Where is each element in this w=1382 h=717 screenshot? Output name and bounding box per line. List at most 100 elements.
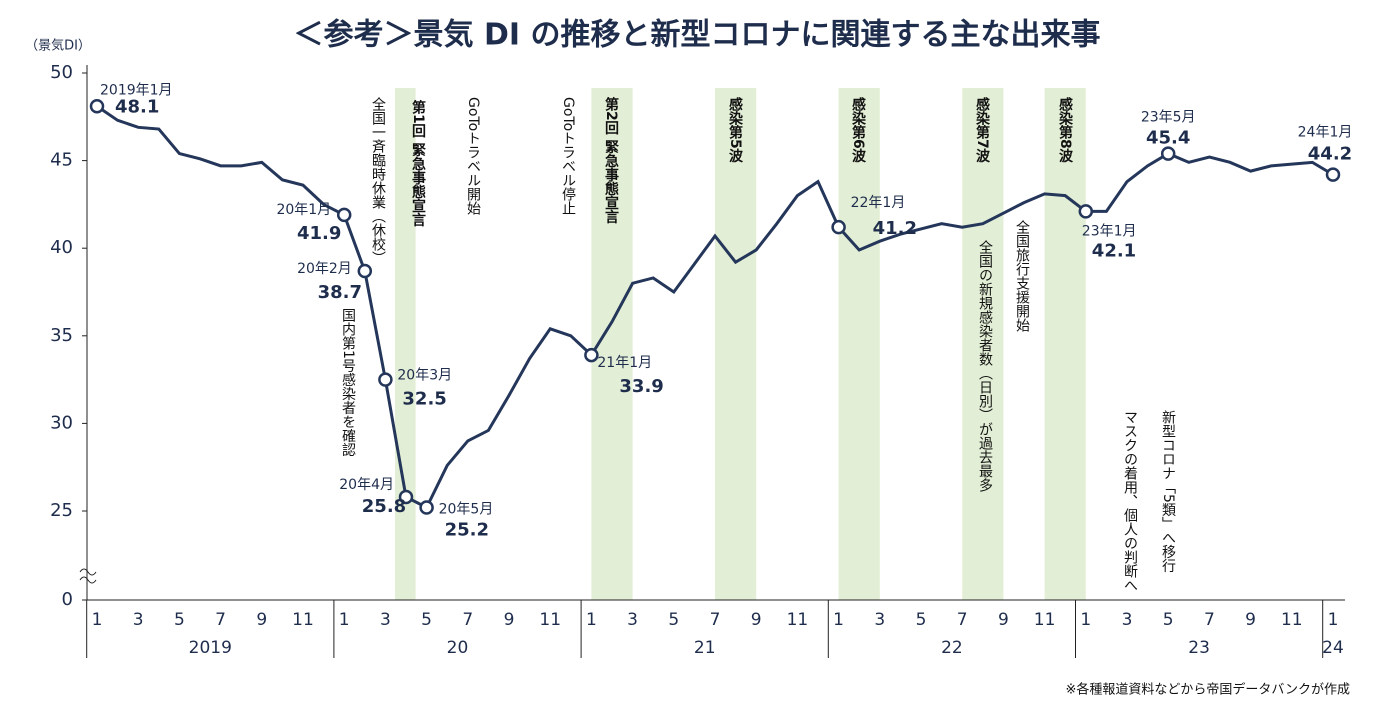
x-tick-label: 9 [504, 610, 515, 630]
x-tick-label: 11 [1034, 610, 1056, 630]
highlight-marker [419, 500, 434, 515]
highlight-value: 45.4 [1146, 128, 1190, 149]
highlight-date: 21年1月 [597, 355, 652, 371]
band-label: 第2回 緊急事態宣言 [603, 96, 619, 225]
highlight-date: 23年5月 [1141, 110, 1196, 126]
x-tick-label: 1 [586, 610, 597, 630]
band-label: 感染第5波 [727, 96, 743, 164]
event-label: GoToトラベル開始 [465, 97, 481, 215]
x-tick-label: 3 [133, 610, 144, 630]
highlight-value: 41.2 [873, 218, 917, 239]
event-label: 新型コロナ「5類」へ移行 [1160, 410, 1176, 574]
event-label: 全国旅行支援開始 [1014, 219, 1030, 332]
x-tick-label: 9 [256, 610, 267, 630]
x-tick-label: 11 [539, 610, 561, 630]
x-tick-label: 9 [751, 610, 762, 630]
year-label: 2019 [189, 638, 232, 658]
x-tick-label: 11 [292, 610, 314, 630]
highlight-date: 23年1月 [1082, 223, 1137, 239]
highlight-marker [584, 347, 599, 363]
highlight-marker [398, 489, 414, 505]
highlight-marker [357, 263, 373, 279]
year-label: 24 [1322, 638, 1344, 658]
band-label: 感染第7波 [974, 96, 990, 164]
y-tick-label: 45 [50, 150, 73, 171]
x-tick-label: 9 [1245, 610, 1256, 630]
x-tick-label: 9 [998, 610, 1009, 630]
highlight-marker [378, 372, 393, 387]
band-label: 第1回 緊急事態宣言 [410, 99, 426, 228]
event-band [962, 88, 1004, 600]
x-tick-label: 5 [174, 610, 185, 630]
highlight-date: 20年2月 [297, 261, 352, 277]
y-tick-label: 30 [50, 412, 73, 433]
highlight-value: 44.2 [1308, 144, 1352, 165]
x-tick-label: 5 [916, 610, 927, 630]
y-axis-label: （景気DI） [25, 38, 91, 54]
x-tick-label: 1 [1080, 610, 1091, 630]
year-label: 22 [941, 638, 963, 658]
x-tick-label: 11 [1281, 610, 1303, 630]
x-tick-label: 1 [92, 610, 103, 630]
highlight-date: 20年5月 [439, 501, 494, 517]
highlight-value: 32.5 [402, 389, 446, 410]
x-tick-label: 7 [957, 610, 968, 630]
highlight-value: 25.2 [445, 519, 489, 540]
highlight-date: 20年1月 [276, 202, 331, 218]
band-label: 感染第8波 [1057, 96, 1073, 164]
data-line [96, 105, 1334, 510]
x-tick-label: 7 [710, 610, 721, 630]
highlight-marker [1325, 167, 1341, 182]
event-label: 国内第1号感染者を確認 [340, 308, 356, 457]
x-tick-label: 5 [668, 610, 679, 630]
highlight-value: 33.9 [619, 376, 663, 397]
highlight-value: 38.7 [318, 282, 362, 303]
year-label: 20 [447, 638, 469, 658]
event-label: 全国の新規感染者数（日別）が過去最多 [977, 239, 993, 492]
x-tick-label: 5 [421, 610, 432, 630]
highlight-marker [89, 99, 105, 114]
highlight-marker [1078, 204, 1094, 219]
highlight-date: 2019年1月 [100, 82, 173, 98]
highlight-value: 42.1 [1092, 240, 1136, 261]
highlight-marker [831, 219, 846, 235]
x-tick-label: 1 [339, 610, 350, 630]
y-tick-label: 40 [50, 237, 73, 258]
y-tick-label: 25 [50, 500, 73, 521]
x-tick-label: 3 [874, 610, 885, 630]
x-tick-label: 5 [1163, 610, 1174, 630]
year-label: 23 [1188, 638, 1210, 658]
x-tick-label: 7 [215, 610, 226, 630]
highlight-value: 41.9 [297, 223, 341, 244]
year-label: 21 [694, 638, 716, 658]
highlight-date: 20年4月 [339, 477, 394, 493]
x-tick-label: 3 [1122, 610, 1133, 630]
x-tick-label: 7 [1204, 610, 1215, 630]
x-tick-label: 11 [787, 610, 809, 630]
x-tick-label: 1 [1328, 610, 1339, 630]
y-tick-label: 50 [50, 62, 73, 83]
axis-break [79, 568, 97, 584]
x-tick-label: 3 [380, 610, 391, 630]
source-note: ※各種報道資料などから帝国データバンクが作成 [1065, 682, 1350, 698]
event-label: GoToトラベル停止 [560, 97, 576, 215]
highlight-date: 20年3月 [397, 368, 452, 384]
event-label: マスクの着用、個人の判断へ [1122, 410, 1138, 592]
x-tick-label: 7 [462, 610, 473, 630]
highlight-value: 48.1 [115, 96, 159, 117]
highlight-marker [1160, 146, 1176, 161]
event-band [715, 88, 757, 600]
x-tick-label: 3 [627, 610, 638, 630]
y-tick-label: 0 [62, 589, 73, 610]
band-label: 感染第6波 [850, 96, 866, 164]
event-band [1044, 88, 1086, 600]
highlight-marker [336, 207, 352, 223]
event-label: 全国一斉臨時休業（休校） [370, 96, 386, 265]
y-tick-label: 35 [50, 325, 73, 346]
chart-title: ＜参考＞景気 DI の推移と新型コロナに関連する主な出来事 [294, 18, 1101, 53]
highlight-date: 22年1月 [851, 195, 906, 211]
highlight-value: 25.8 [362, 496, 406, 517]
event-band [838, 88, 880, 600]
x-tick-label: 1 [833, 610, 844, 630]
